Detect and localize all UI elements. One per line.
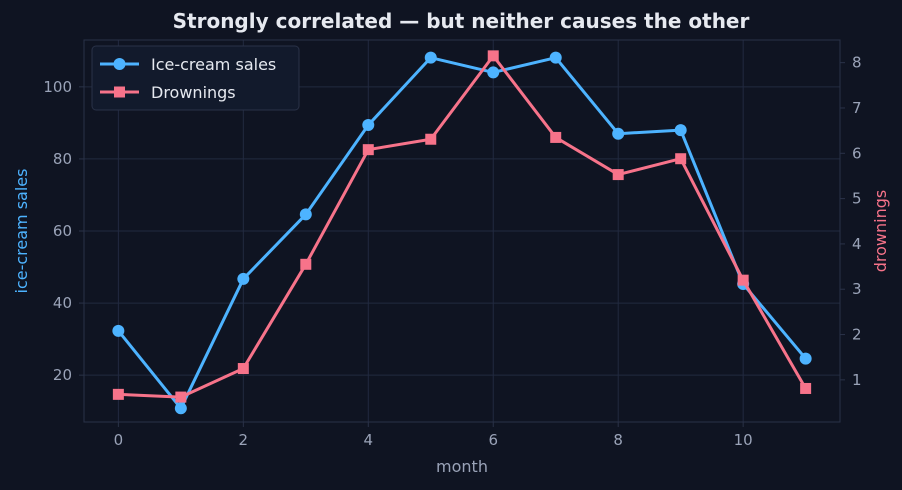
- legend-label-drownings: Drownings: [151, 83, 236, 102]
- data-point-icecream: [174, 402, 187, 415]
- series-line-icecream: [117, 56, 807, 410]
- left-y-tick-label: 20: [53, 366, 72, 384]
- left-y-tick-label: 60: [53, 222, 72, 240]
- data-point-icecream: [237, 272, 250, 285]
- data-point-icecream: [424, 51, 437, 64]
- legend-box: [91, 45, 300, 111]
- left-y-tick-label: 100: [43, 78, 72, 96]
- right-y-tick-label: 1: [852, 371, 862, 389]
- x-tick-label: 10: [734, 431, 753, 449]
- data-point-drownings: [362, 144, 374, 156]
- legend-drownings-marker-icon: [114, 86, 125, 98]
- series-layer: [112, 50, 812, 415]
- left-y-tick-label: 40: [53, 294, 72, 312]
- data-point-icecream: [487, 66, 500, 79]
- data-point-drownings: [487, 50, 499, 62]
- legend-icecream-marker-icon: [113, 58, 126, 70]
- data-point-drownings: [800, 382, 812, 394]
- right-y-tick-label: 6: [852, 144, 862, 162]
- right-y-axis-ticks: 1 2 3 4 5 6 7 8: [840, 54, 862, 389]
- data-point-icecream: [549, 51, 562, 64]
- gridlines: [84, 40, 840, 422]
- right-y-axis-label: drownings: [871, 190, 890, 272]
- data-point-icecream: [299, 208, 312, 221]
- chart-title: Strongly correlated — but neither causes…: [173, 9, 750, 33]
- x-tick-label: 4: [364, 431, 374, 449]
- x-tick-label: 0: [114, 431, 124, 449]
- data-point-icecream: [799, 352, 812, 365]
- data-point-icecream: [674, 124, 687, 137]
- x-tick-label: 8: [613, 431, 623, 449]
- right-y-tick-label: 8: [852, 54, 862, 72]
- data-point-drownings: [175, 391, 187, 403]
- data-point-drownings: [550, 131, 562, 143]
- left-y-axis-label: ice-cream sales: [12, 169, 31, 294]
- data-point-drownings: [612, 169, 624, 181]
- left-y-tick-label: 80: [53, 150, 72, 168]
- right-y-tick-label: 7: [852, 99, 862, 117]
- right-y-tick-label: 5: [852, 190, 862, 208]
- data-point-drownings: [237, 363, 249, 375]
- right-y-tick-label: 4: [852, 235, 862, 253]
- data-point-icecream: [112, 324, 125, 337]
- series-line-drownings: [118, 54, 807, 399]
- legend-label-icecream: Ice-cream sales: [151, 55, 276, 74]
- legend: Ice-cream sales Drownings: [91, 45, 300, 111]
- data-point-drownings: [737, 274, 749, 286]
- x-axis-ticks: 0 2 4 6 8 10: [114, 422, 753, 449]
- left-y-axis-ticks: 20 40 60 80 100: [43, 78, 84, 384]
- data-point-drownings: [112, 388, 124, 400]
- x-axis-label: month: [436, 457, 488, 476]
- data-point-icecream: [612, 127, 625, 140]
- x-tick-label: 2: [239, 431, 249, 449]
- data-point-drownings: [675, 153, 687, 165]
- data-point-drownings: [300, 258, 312, 270]
- right-y-tick-label: 3: [852, 280, 862, 298]
- x-tick-label: 6: [488, 431, 498, 449]
- data-point-drownings: [425, 133, 437, 145]
- data-point-icecream: [362, 119, 375, 132]
- right-y-tick-label: 2: [852, 326, 862, 344]
